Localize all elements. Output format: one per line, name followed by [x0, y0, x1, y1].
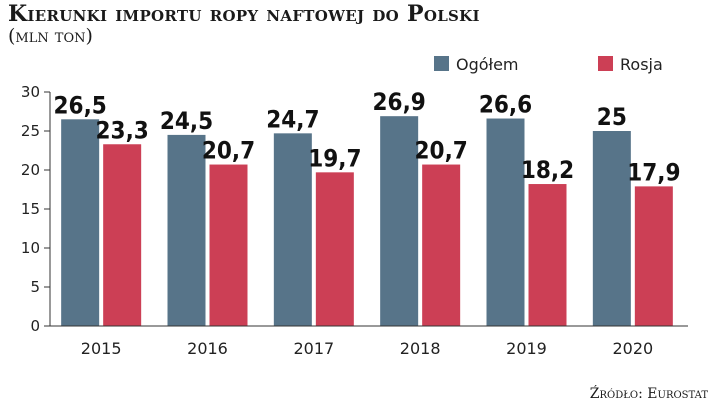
x-tick-label: 2020 — [612, 339, 653, 358]
data-label: 17,9 — [627, 158, 680, 186]
data-label: 25 — [597, 103, 627, 131]
y-tick-label: 30 — [21, 83, 40, 101]
y-axis: 0 5 10 15 20 25 30 — [21, 83, 51, 335]
data-label: 20,7 — [202, 137, 255, 165]
y-tick-label: 5 — [30, 278, 40, 296]
legend: Ogółem Rosja — [434, 55, 663, 74]
data-label: 19,7 — [308, 144, 361, 172]
source-note: Źródło: Eurostat — [589, 386, 708, 402]
bar-ogolem — [273, 133, 312, 326]
bar-ogolem — [61, 119, 100, 326]
x-tick-label: 2017 — [293, 339, 334, 358]
x-tick-label: 2019 — [506, 339, 547, 358]
data-label: 24,5 — [160, 107, 213, 135]
x-tick-label: 2018 — [400, 339, 441, 358]
data-label: 20,7 — [415, 137, 468, 165]
data-label: 23,3 — [96, 116, 149, 144]
x-tick-label: 2016 — [187, 339, 228, 358]
y-tick-label: 10 — [21, 239, 40, 257]
data-label: 26,6 — [479, 91, 532, 119]
data-label: 26,9 — [373, 88, 426, 116]
y-tick-label: 15 — [21, 200, 40, 218]
legend-label: Ogółem — [456, 55, 519, 74]
bar-ogolem — [592, 131, 631, 326]
chart-subtitle: (mln ton) — [8, 25, 93, 47]
data-label: 26,5 — [54, 91, 107, 119]
bar-rosja — [315, 172, 354, 326]
data-label: 18,2 — [521, 156, 574, 184]
bar-ogolem — [167, 134, 206, 326]
bars: 26,523,3 24,520,724,719,726,920,726,618,2… — [54, 88, 680, 327]
chart-title: Kierunki importu ropy naftowej do Polski — [8, 1, 480, 27]
y-tick-label: 0 — [30, 317, 40, 335]
bar-rosja — [209, 164, 248, 326]
bar-rosja — [422, 164, 461, 326]
x-axis: 2015 2016 2017 2018 2019 2020 — [50, 325, 688, 358]
bar-ogolem — [486, 118, 525, 327]
x-tick-label: 2015 — [81, 339, 122, 358]
legend-swatch-rosja — [598, 56, 613, 71]
bar-rosja — [528, 184, 567, 326]
y-tick-label: 20 — [21, 161, 40, 179]
y-tick-label: 25 — [21, 122, 40, 140]
legend-label: Rosja — [620, 55, 663, 74]
bar-rosja — [634, 186, 673, 326]
bar-ogolem — [380, 116, 419, 327]
data-label: 24,7 — [266, 105, 319, 133]
legend-swatch-ogolem — [434, 56, 449, 71]
bar-rosja — [103, 144, 142, 326]
